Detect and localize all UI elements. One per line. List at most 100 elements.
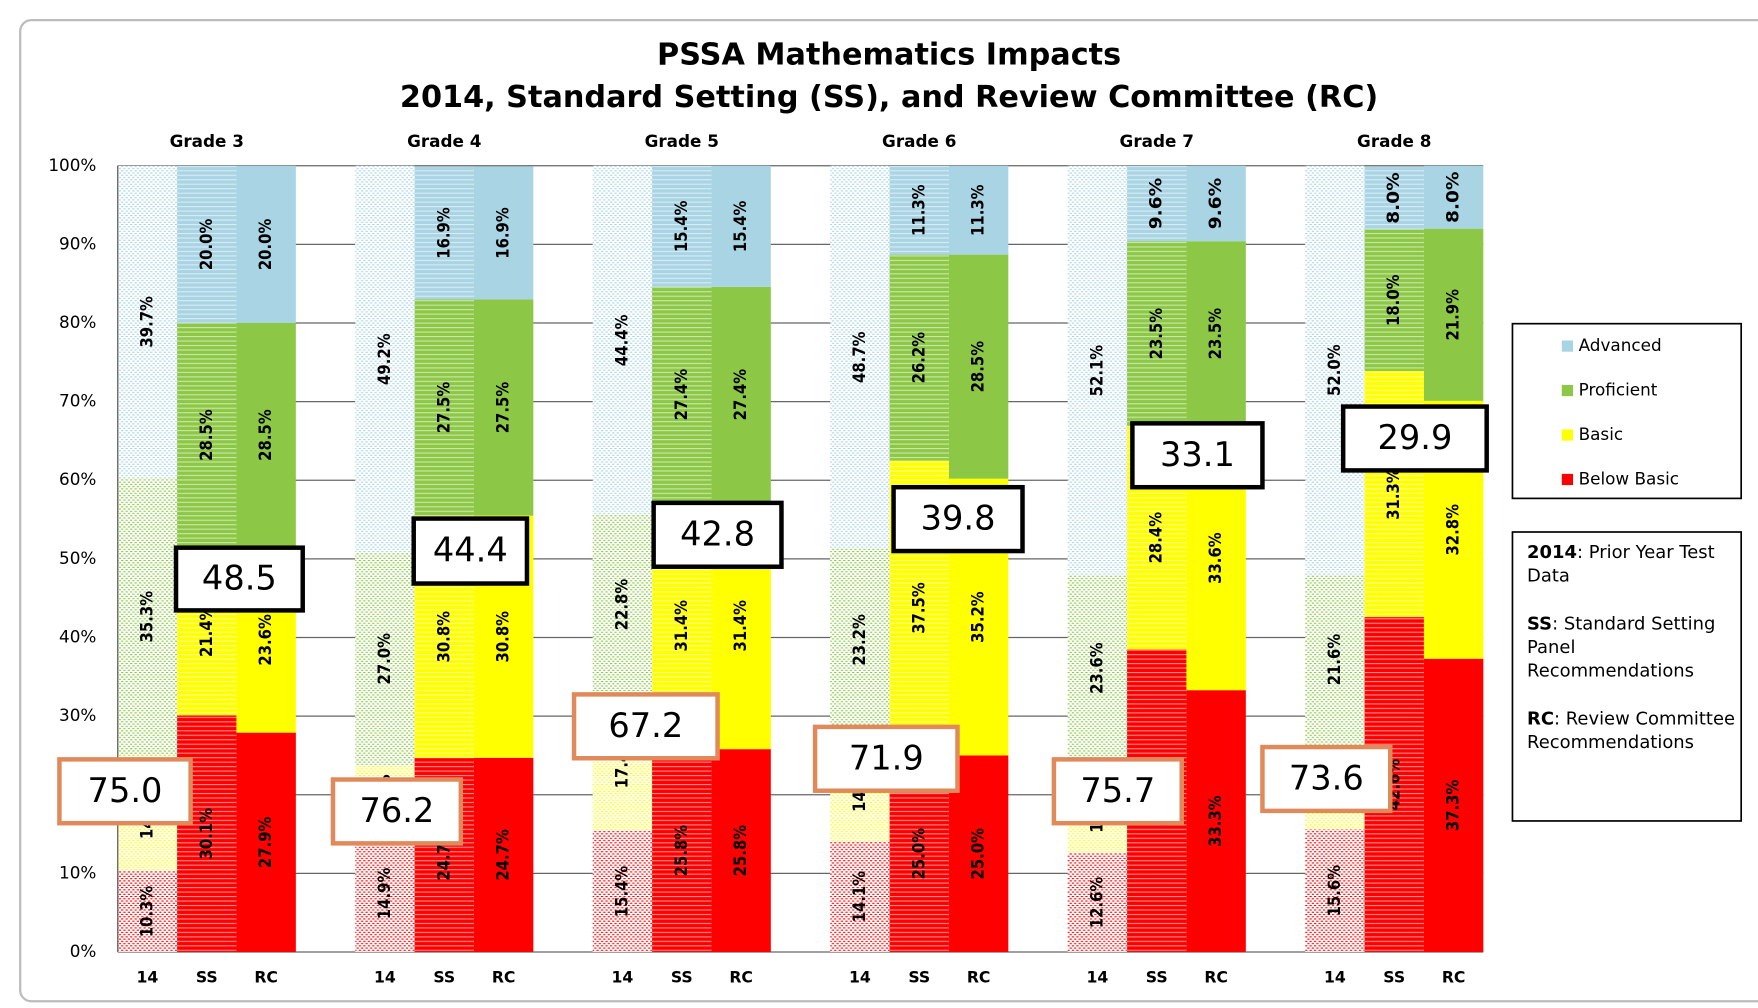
callout-box [812,724,960,793]
data-label: 33.6% [1205,532,1225,584]
data-label: 37.5% [908,582,928,634]
x-tick-label: RC [729,967,753,986]
bar-segment [1127,165,1187,242]
note-term: SS [1527,612,1553,634]
bar-segment [236,323,296,548]
x-tick-label: SS [196,967,218,986]
bar-segment [473,166,534,300]
callout-box [651,500,784,569]
data-label: 25.0% [968,828,988,880]
bar-segment [236,732,296,952]
x-tick-label: 14 [1324,967,1346,986]
callout-text: 39.8 [921,499,996,538]
y-tick-label: 70% [59,391,96,411]
callout-text: 29.9 [1377,418,1452,457]
bar-segment [652,165,712,287]
data-label: 27.5% [433,382,453,434]
bar-segment [355,165,415,553]
group-label: Grade 4 [407,131,481,151]
bar-segment [117,871,178,952]
data-label: 15.6% [1324,865,1344,917]
x-tick-label: 14 [374,967,396,986]
bar-segment [117,165,178,478]
callout-box [173,545,305,613]
x-tick-label: SS [671,967,693,986]
data-label: 11.3% [968,184,988,236]
bar-segment [177,165,237,324]
callout-text: 48.5 [202,559,277,598]
bar-segment [473,299,534,516]
group-label: Grade 6 [882,131,956,151]
legend-swatch [1561,340,1574,352]
data-label: 16.9% [433,207,453,259]
bar-segment [889,254,949,461]
x-tick-label: 14 [136,967,158,986]
data-label: 25.8% [730,825,750,877]
callout-text: 42.8 [680,514,755,553]
bar-segment [1305,574,1365,745]
data-label: 52.1% [1086,345,1106,397]
bar-segment [355,834,415,952]
callout-box [571,692,720,761]
data-label: 14.1% [849,871,869,923]
callout-text: 33.1 [1160,435,1235,474]
bar-segment [1127,241,1187,427]
legend-swatch [1561,384,1574,397]
bar-segment [1364,166,1424,230]
data-label: 26.2% [908,332,928,384]
x-tick-label: SS [1383,967,1405,986]
legend-swatch [1561,429,1574,441]
data-label: 15.4% [730,200,750,252]
data-label: 27.4% [730,369,750,421]
bar-segment [177,323,237,548]
callout-text: 67.2 [608,706,683,745]
data-label: 21.4% [196,605,216,657]
callout-text: 44.4 [433,531,508,570]
legend-label: Below Basic [1579,468,1679,488]
notes-box [1511,531,1743,822]
data-label: 31.4% [730,600,750,652]
bar-segment [1305,829,1365,952]
bar-segment [1423,228,1484,401]
x-tick-label: SS [433,967,455,986]
bar-segment [830,841,890,952]
x-tick-label: 14 [1086,967,1108,986]
data-label: 24.7% [493,829,513,881]
note: RC: Review Committee Recommendations [1527,707,1740,754]
bar-segment [652,749,712,952]
callout-text: 73.6 [1289,759,1364,798]
legend-box [1511,322,1743,500]
legend-label: Basic [1579,424,1624,444]
bar-segment [177,715,237,952]
bar-segment [1423,165,1484,229]
data-label: 14.9% [374,868,394,920]
data-label: 23.6% [255,614,275,666]
bar-segment [1423,658,1484,952]
data-label: 44.4% [611,314,631,366]
group-label: Grade 7 [1120,131,1194,151]
bar-segment [473,757,534,952]
data-label: 48.7% [849,331,869,383]
callout-text: 76.2 [359,791,434,830]
data-label: 30.8% [433,611,453,663]
chart-subtitle: 2014, Standard Setting (SS), and Review … [400,80,1378,115]
callout-box [891,484,1025,554]
data-label: 21.6% [1324,634,1344,686]
data-label: 10.3% [136,886,156,938]
bar-segment [1067,165,1128,576]
bar-segment [414,166,474,300]
data-label: 8.0% [1383,172,1403,224]
callout-box [1051,757,1184,826]
x-tick-label: SS [1146,967,1168,986]
note-text: : Review Committee Recommendations [1527,707,1736,753]
notes-text: 2014: Prior Year Test Data SS: Standard … [1527,540,1740,754]
data-label: 30.8% [493,611,513,663]
data-label: 30.1% [196,808,216,860]
bar-segment [948,165,1009,255]
bar-segment [1186,241,1246,427]
notes: 2014: Prior Year Test Data SS: Standard … [1527,540,1740,754]
bar-segment [830,548,890,732]
bar-segment [592,514,653,695]
data-label: 25.8% [671,825,691,877]
legend-label: Advanced [1579,335,1662,355]
